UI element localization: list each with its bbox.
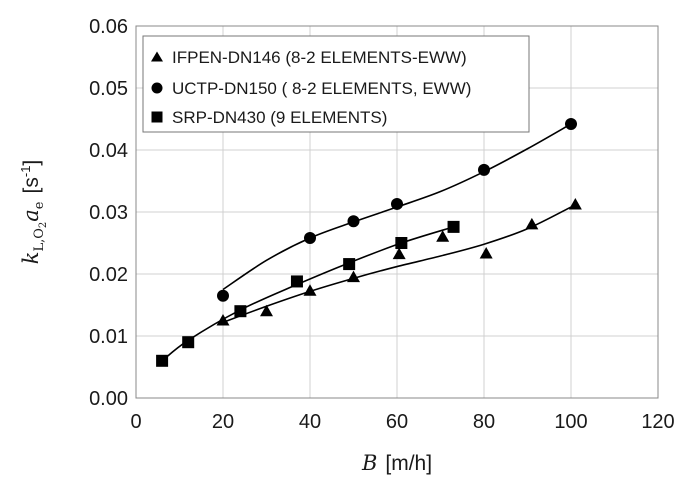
point-uctp: [565, 117, 577, 130]
y-tick-label: 0.02: [89, 264, 128, 286]
point-ifpen: [525, 217, 539, 230]
y-tick-label: 0.03: [89, 202, 128, 224]
point-srp: [447, 220, 460, 233]
y-axis-var-k: k: [19, 252, 43, 265]
trend-line-ifpen: [222, 206, 572, 324]
legend-label-uctp: UCTP-DN150 ( 8-2 ELEMENTS, EWW): [172, 79, 471, 98]
point-ifpen: [392, 247, 406, 260]
point-ifpen: [260, 304, 273, 317]
y-axis-sub-2: 2: [38, 222, 49, 228]
x-tick-label: 80: [473, 411, 495, 433]
point-uctp: [347, 215, 360, 228]
point-uctp: [391, 197, 403, 210]
y-axis-sub-e: e: [32, 201, 47, 209]
y-axis-unit-exp: -1: [18, 166, 33, 178]
legend-box: [142, 35, 530, 133]
x-tick-label: 0: [130, 411, 141, 433]
y-tick-label: 0.06: [89, 16, 128, 38]
y-tick-labels: 0.00 0.01 0.02 0.03 0.04 0.05 0.06: [89, 16, 128, 410]
legend-square-marker: [151, 111, 163, 123]
y-axis-unit-close: ]: [20, 160, 43, 166]
point-srp: [343, 258, 356, 271]
plot-area-border: [135, 25, 659, 399]
x-tick-label: 100: [554, 411, 587, 433]
legend-triangle-marker: [151, 51, 163, 62]
point-ifpen: [568, 198, 582, 210]
y-tick-label: 0.04: [89, 140, 128, 162]
point-ifpen: [479, 247, 493, 259]
point-uctp: [304, 232, 316, 245]
y-tick-label: 0.01: [89, 326, 128, 348]
legend: IFPEN-DN146 (8-2 ELEMENTS-EWW) UCTP-DN15…: [142, 35, 530, 133]
point-ifpen: [216, 314, 230, 326]
point-ifpen: [347, 270, 360, 283]
y-axis-unit: [s: [20, 177, 43, 193]
legend-label-srp: SRP-DN430 (9 ELEMENTS): [172, 108, 387, 127]
point-uctp: [478, 163, 490, 176]
x-tick-label: 40: [299, 411, 321, 433]
x-tick-labels: 0 20 40 60 80 100 120: [130, 411, 674, 433]
y-tick-label: 0.05: [89, 78, 128, 100]
point-ifpen: [303, 284, 317, 296]
point-srp: [234, 305, 247, 318]
y-axis-title: kL,O2ae [s-1]: [18, 160, 49, 265]
x-axis-title: B [m/h]: [361, 451, 432, 475]
point-srp: [395, 237, 408, 249]
legend-label-ifpen: IFPEN-DN146 (8-2 ELEMENTS-EWW): [172, 48, 467, 67]
point-uctp: [217, 289, 229, 302]
x-axis-unit: [m/h]: [385, 452, 432, 475]
y-axis-sub-lo: L,O: [32, 228, 47, 251]
point-srp: [182, 336, 195, 349]
x-tick-label: 120: [641, 411, 674, 433]
x-tick-label: 20: [212, 411, 234, 433]
point-ifpen: [436, 230, 450, 242]
y-axis-var-a: a: [19, 209, 43, 222]
x-axis-variable: B: [361, 451, 377, 475]
data-markers: [156, 117, 582, 367]
y-tick-label: 0.00: [89, 388, 128, 410]
point-srp: [156, 354, 169, 367]
legend-circle-marker: [151, 82, 163, 94]
point-srp: [290, 275, 303, 288]
x-tick-label: 60: [386, 411, 408, 433]
